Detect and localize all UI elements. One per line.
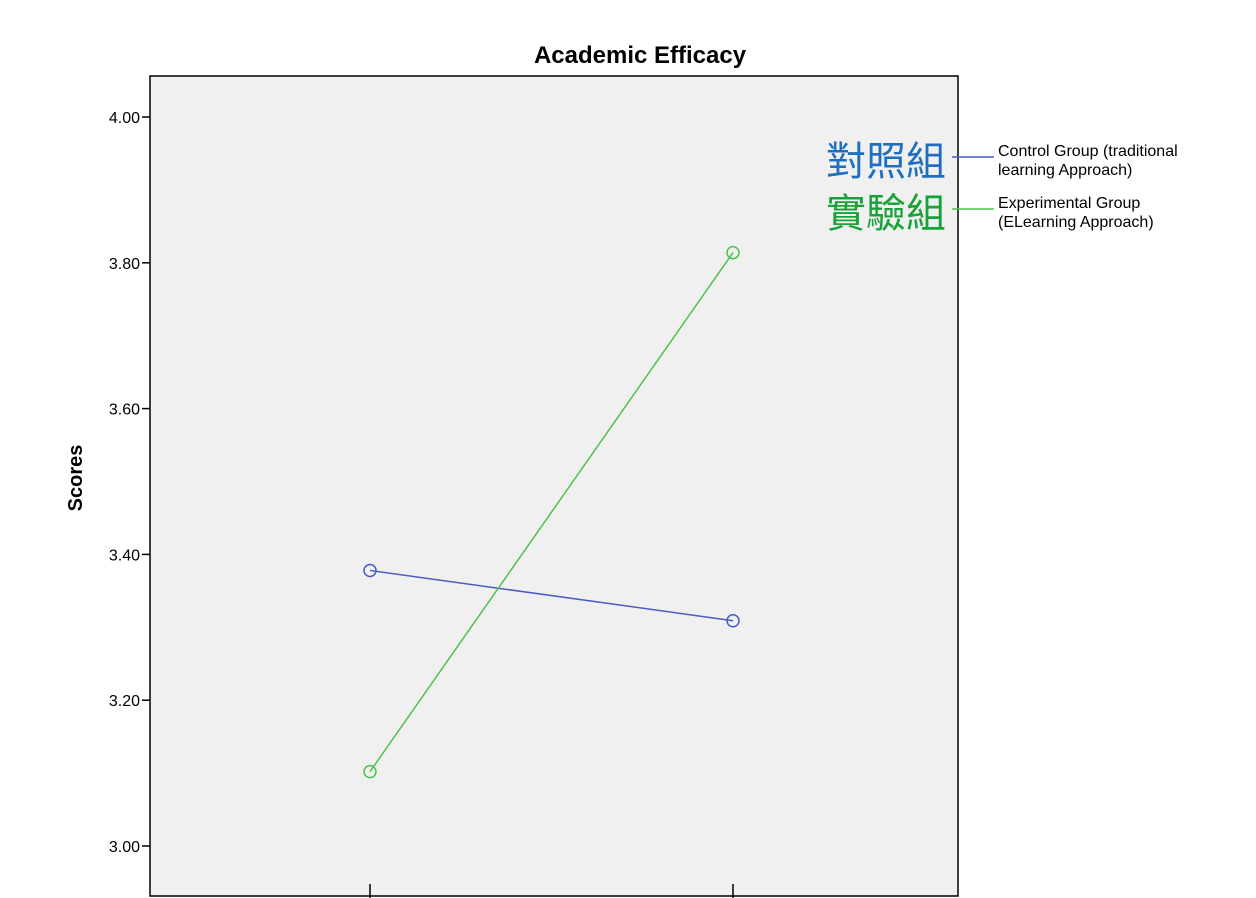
data-point — [726, 613, 740, 628]
y-axis-label: Scores — [65, 445, 87, 512]
y-tick-label: 3.80 — [109, 256, 140, 273]
x-axis — [369, 884, 734, 898]
series-line — [369, 569, 734, 622]
y-tick-label: 3.40 — [109, 547, 140, 564]
legend-item-0: Control Group (traditional learning Appro… — [826, 139, 1178, 185]
legend-item-1: Experimental Group (ELearning Approach) 實驗… — [826, 191, 1154, 237]
y-tick-label: 3.20 — [109, 693, 140, 710]
data-point — [363, 764, 377, 779]
series-1 — [363, 245, 740, 779]
y-tick-label: 4.00 — [109, 110, 140, 127]
y-axis: 3.00 3.20 3.40 3.60 3.80 4.00 — [109, 110, 150, 856]
data-point — [363, 563, 377, 578]
legend-label: (ELearning Approach) — [998, 214, 1154, 231]
y-tick-label: 3.60 — [109, 402, 140, 419]
series-line — [369, 252, 734, 773]
legend: Control Group (traditional learning Appro… — [826, 139, 1178, 237]
series-layer — [363, 245, 740, 779]
series-0 — [363, 563, 740, 628]
series-annotation: 對照組 — [826, 139, 946, 185]
legend-label: Control Group (traditional — [998, 143, 1178, 160]
plot-area — [149, 75, 959, 897]
legend-label: learning Approach) — [998, 162, 1132, 179]
legend-label: Experimental Group — [998, 195, 1140, 212]
data-point — [726, 245, 740, 260]
chart-title: Academic Efficacy — [534, 42, 747, 69]
series-annotation: 實驗組 — [826, 191, 946, 237]
y-tick-label: 3.00 — [109, 839, 140, 856]
